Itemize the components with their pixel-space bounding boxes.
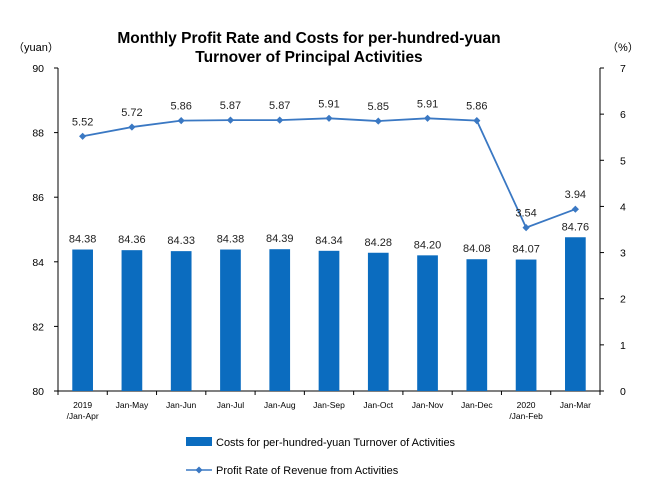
line-point: [571, 205, 579, 213]
line-data-label: 5.85: [368, 101, 389, 113]
line-data-label: 5.91: [318, 98, 339, 110]
chart-title-line-1: Monthly Profit Rate and Costs for per-hu…: [117, 30, 500, 47]
right-tick-label: 3: [620, 248, 626, 260]
x-tick-label: Jan-Sep: [313, 400, 345, 410]
line-point: [128, 123, 136, 131]
left-tick-label: 82: [32, 321, 44, 333]
x-tick-label: /Jan-Apr: [67, 411, 99, 421]
legend-bar-swatch: [186, 437, 212, 446]
line-point: [177, 117, 185, 125]
right-tick-label: 5: [620, 155, 626, 167]
line-data-label: 5.86: [170, 101, 191, 113]
bar-data-label: 84.76: [562, 221, 590, 233]
x-tick-label: Jan-Dec: [461, 400, 493, 410]
line-data-label: 3.54: [515, 208, 536, 220]
line-data-label: 5.72: [121, 107, 142, 119]
line-data-label: 5.87: [269, 100, 290, 112]
line-point: [473, 117, 481, 125]
line-point: [325, 114, 333, 122]
bar: [318, 250, 340, 391]
bar-data-label: 84.34: [315, 235, 343, 247]
right-axis-unit: （%）: [607, 41, 639, 54]
right-tick-label: 7: [620, 63, 626, 75]
right-tick-label: 4: [620, 201, 626, 213]
legend-line-label: Profit Rate of Revenue from Activities: [216, 465, 399, 477]
line-point: [522, 224, 530, 232]
legend: Costs for per-hundred-yuan Turnover of A…: [186, 437, 456, 477]
left-tick-label: 90: [32, 63, 44, 75]
left-tick-label: 86: [32, 192, 44, 204]
line-data-label: 3.94: [565, 189, 586, 201]
bar: [367, 252, 389, 391]
line-data-label: 5.52: [72, 116, 93, 128]
bar-data-label: 84.07: [512, 244, 540, 256]
right-tick-label: 2: [620, 294, 626, 306]
bar: [515, 259, 537, 391]
line-data-label: 5.91: [417, 98, 438, 110]
x-tick-label: Jan-Oct: [363, 400, 393, 410]
line-point: [276, 116, 284, 124]
right-tick-label: 1: [620, 340, 626, 352]
x-tick-label: Jan-Jun: [166, 400, 197, 410]
left-axis-unit: （yuan）: [13, 41, 59, 54]
x-tick-label: 2020: [517, 400, 536, 410]
x-tick-label: /Jan-Feb: [509, 411, 543, 421]
bar: [417, 255, 438, 391]
line-data-label: 5.87: [220, 100, 241, 112]
left-tick-label: 84: [32, 257, 44, 269]
line-point: [423, 114, 432, 122]
x-tick-label: Jan-Jul: [217, 400, 245, 410]
bar: [269, 249, 291, 391]
profit-rate-line: [82, 117, 576, 229]
bar: [72, 249, 93, 391]
x-tick-label: 2019: [73, 400, 92, 410]
left-tick-label: 88: [32, 128, 44, 140]
line-point: [79, 132, 87, 140]
right-tick-label: 0: [620, 386, 626, 398]
bar-data-label: 84.38: [217, 234, 245, 246]
bar-data-label: 84.38: [69, 234, 97, 246]
legend-bar-label: Costs for per-hundred-yuan Turnover of A…: [216, 437, 456, 449]
line-data-label: 5.86: [466, 101, 487, 113]
chart-title-line-2: Turnover of Principal Activities: [195, 49, 422, 66]
bar-data-label: 84.36: [118, 234, 146, 246]
x-tick-label: Jan-Nov: [412, 400, 444, 410]
bar-data-label: 84.33: [167, 235, 195, 247]
bar-data-label: 84.28: [365, 237, 393, 249]
line-point: [226, 116, 235, 124]
x-tick-label: Jan-Aug: [264, 400, 296, 410]
bar-data-label: 84.08: [463, 243, 491, 255]
bar: [466, 259, 488, 391]
bar: [170, 251, 192, 391]
x-tick-label: Jan-Mar: [560, 400, 591, 410]
x-tick-label: Jan-May: [116, 400, 149, 410]
line-point: [374, 117, 382, 125]
right-tick-label: 6: [620, 109, 626, 121]
bar: [565, 237, 586, 391]
bar: [121, 250, 143, 391]
legend-line-marker: [195, 466, 203, 474]
bar: [220, 249, 241, 391]
bar-data-label: 84.20: [414, 239, 442, 251]
left-tick-label: 80: [32, 386, 44, 398]
plot-area: 80 82 84 86 88 90 0 1 2 3 4 5 6 7 2019/Jan-Apr Jan-May J…: [32, 63, 626, 421]
bar-data-label: 84.39: [266, 233, 294, 245]
